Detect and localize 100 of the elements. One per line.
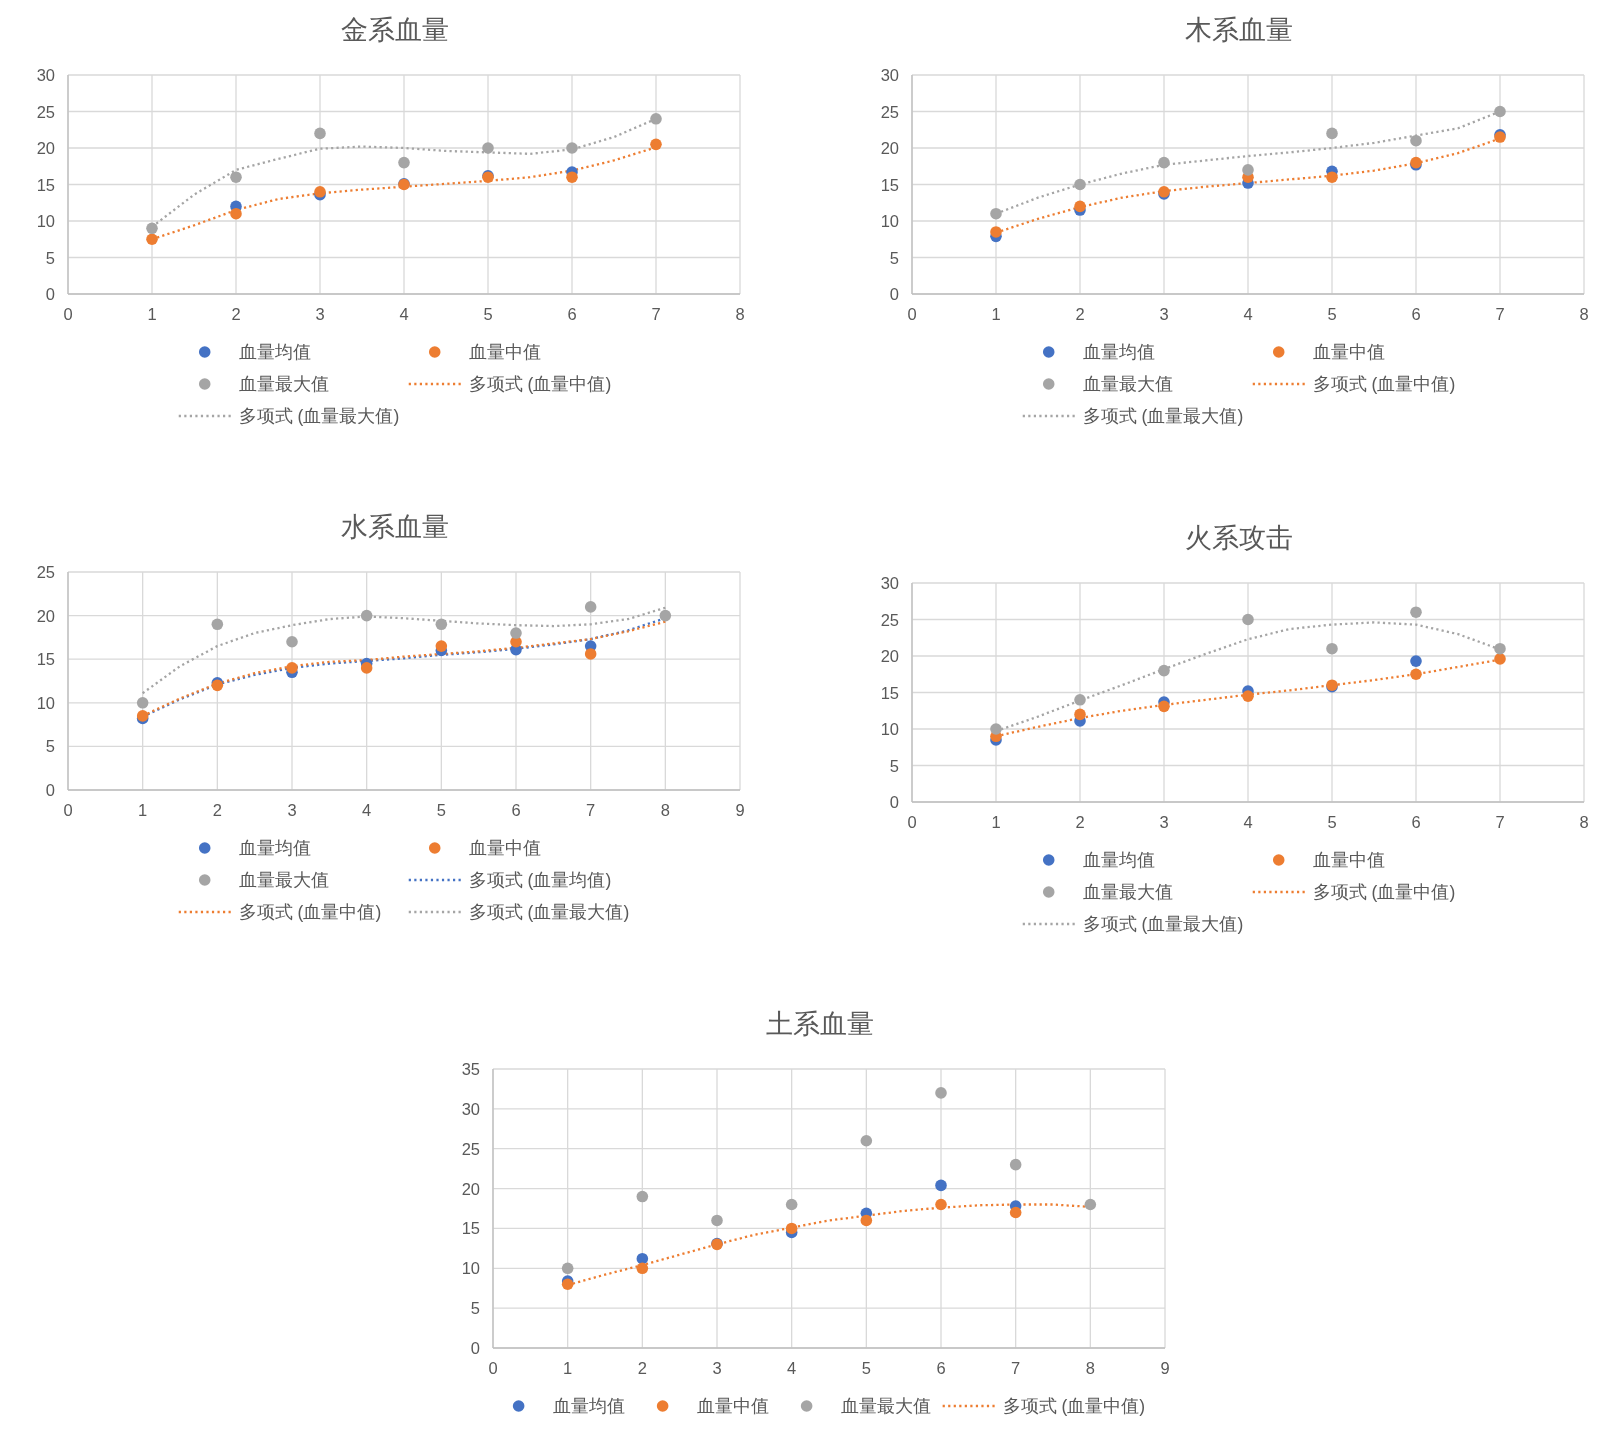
x-tick-label: 5	[1327, 305, 1337, 323]
y-tick-label: 5	[470, 1299, 480, 1318]
x-tick-label: 6	[936, 1359, 946, 1377]
x-tick-label: 0	[488, 1359, 498, 1377]
y-tick-label: 25	[880, 610, 899, 629]
x-tick-label: 9	[1160, 1359, 1170, 1377]
y-tick-label: 20	[36, 139, 55, 157]
y-tick-label: 5	[889, 756, 899, 775]
chart-title: 水系血量	[341, 512, 449, 542]
y-tick-label: 0	[45, 781, 55, 799]
y-tick-label: 5	[45, 248, 55, 267]
y-tick-label: 25	[36, 563, 55, 581]
x-tick-label: 5	[483, 305, 493, 323]
x-tick-label: 1	[991, 305, 1001, 323]
y-tick-label: 35	[461, 1060, 480, 1078]
x-tick-label: 7	[1495, 813, 1505, 831]
legend-label: 血量中值	[468, 342, 541, 362]
x-tick-label: 3	[712, 1359, 722, 1377]
legend-label: 血量最大值	[1082, 882, 1173, 902]
y-tick-label: 30	[461, 1099, 480, 1118]
x-tick-label: 6	[511, 801, 521, 819]
y-tick-label: 30	[36, 66, 55, 84]
chart-title: 木系血量	[1185, 15, 1293, 45]
x-tick-label: 6	[1411, 813, 1421, 831]
x-tick-label: 8	[1579, 813, 1589, 831]
y-tick-label: 20	[880, 647, 899, 665]
legend-label: 血量中值	[468, 838, 541, 858]
legend-label: 血量最大值	[840, 1396, 931, 1416]
x-tick-label: 7	[651, 305, 661, 323]
x-tick-label: 8	[1085, 1359, 1095, 1377]
x-tick-label: 3	[287, 801, 297, 819]
x-tick-label: 9	[735, 801, 745, 819]
legend-label: 多项式 (血量最大值)	[1082, 406, 1244, 426]
x-tick-label: 7	[1495, 305, 1505, 323]
x-tick-label: 3	[1159, 305, 1169, 323]
x-tick-label: 2	[1075, 305, 1085, 323]
y-tick-label: 15	[880, 683, 899, 702]
x-tick-label: 4	[1243, 813, 1253, 831]
legend-label: 血量最大值	[238, 870, 329, 890]
x-tick-label: 4	[399, 305, 409, 323]
legend-label: 多项式 (血量最大值)	[1082, 914, 1244, 934]
x-tick-label: 1	[991, 813, 1001, 831]
x-tick-label: 8	[735, 305, 745, 323]
y-tick-label: 20	[461, 1179, 480, 1198]
y-tick-label: 15	[880, 175, 899, 194]
y-tick-label: 10	[880, 212, 899, 230]
legend-label: 血量均值	[1082, 342, 1155, 362]
legend-label: 血量均值	[238, 342, 311, 362]
y-tick-label: 5	[889, 248, 899, 267]
legend-label: 血量均值	[238, 838, 311, 858]
x-tick-label: 6	[1411, 305, 1421, 323]
x-tick-label: 5	[1327, 813, 1337, 831]
legend-label: 多项式 (血量最大值)	[468, 902, 630, 922]
x-tick-label: 0	[907, 813, 917, 831]
x-tick-label: 0	[907, 305, 917, 323]
legend-label: 血量中值	[1312, 850, 1385, 870]
x-tick-label: 4	[362, 801, 372, 819]
x-tick-label: 7	[1011, 1359, 1021, 1377]
legend-label: 血量中值	[1312, 342, 1385, 362]
y-tick-label: 10	[880, 720, 899, 738]
y-tick-label: 25	[461, 1139, 480, 1158]
y-tick-label: 15	[36, 650, 55, 669]
x-tick-label: 6	[567, 305, 577, 323]
x-tick-label: 1	[138, 801, 148, 819]
legend-label: 多项式 (血量中值)	[1002, 1396, 1146, 1416]
y-tick-label: 0	[889, 285, 899, 303]
legend-label: 血量最大值	[238, 374, 329, 394]
y-tick-label: 15	[36, 175, 55, 194]
chart-title: 金系血量	[341, 15, 449, 45]
y-tick-label: 30	[880, 66, 899, 84]
legend-label: 多项式 (血量均值)	[468, 870, 612, 890]
chart-title: 土系血量	[766, 1009, 874, 1039]
y-tick-label: 10	[36, 212, 55, 230]
legend-label: 多项式 (血量中值)	[1312, 882, 1456, 902]
legend-label: 多项式 (血量中值)	[1312, 374, 1456, 394]
x-tick-label: 8	[1579, 305, 1589, 323]
x-tick-label: 7	[586, 801, 596, 819]
chart-title: 火系攻击	[1185, 523, 1293, 553]
x-tick-label: 8	[660, 801, 670, 819]
y-tick-label: 15	[461, 1219, 480, 1238]
x-tick-label: 2	[212, 801, 222, 819]
y-tick-label: 20	[880, 139, 899, 157]
y-tick-label: 10	[36, 693, 55, 712]
x-tick-label: 3	[315, 305, 325, 323]
legend-label: 血量均值	[1082, 850, 1155, 870]
y-tick-label: 5	[45, 737, 55, 756]
y-tick-label: 20	[36, 606, 55, 625]
x-tick-label: 4	[1243, 305, 1253, 323]
x-tick-label: 4	[787, 1359, 797, 1377]
x-tick-label: 5	[436, 801, 446, 819]
x-tick-label: 2	[1075, 813, 1085, 831]
legend-label: 血量中值	[696, 1396, 769, 1416]
x-tick-label: 0	[63, 305, 73, 323]
legend-label: 多项式 (血量中值)	[468, 374, 612, 394]
x-tick-label: 5	[861, 1359, 871, 1377]
y-tick-label: 25	[880, 102, 899, 121]
x-tick-label: 3	[1159, 813, 1169, 831]
legend-label: 血量均值	[552, 1396, 625, 1416]
y-tick-label: 10	[461, 1259, 480, 1278]
x-tick-label: 0	[63, 801, 73, 819]
